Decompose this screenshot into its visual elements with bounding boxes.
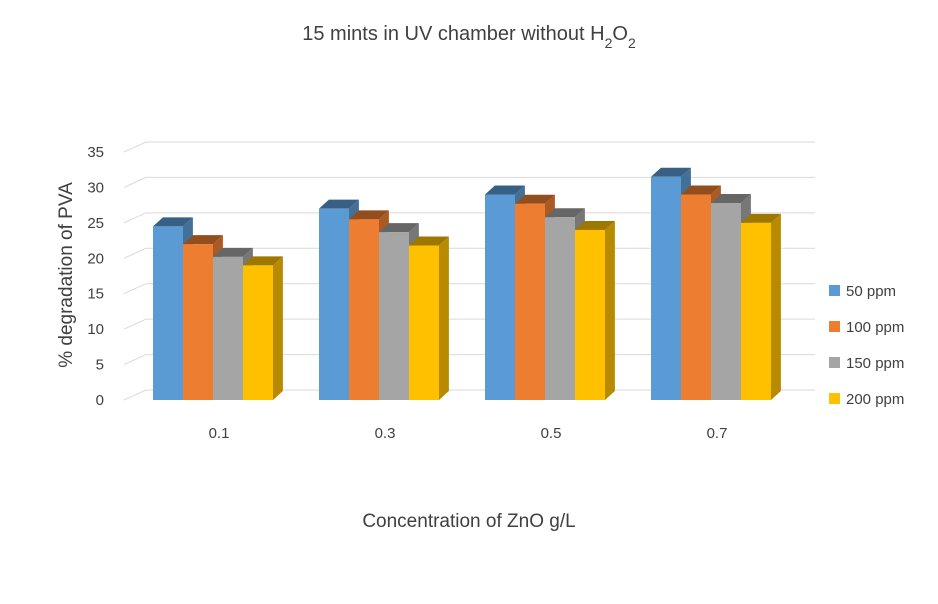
bar-top bbox=[349, 210, 389, 220]
bar-front bbox=[153, 226, 183, 400]
x-tick-label: 0.7 bbox=[707, 425, 728, 442]
bar-top bbox=[651, 167, 691, 177]
y-tick-label: 0 bbox=[96, 392, 104, 409]
bar-front bbox=[741, 222, 771, 400]
bar-top bbox=[243, 256, 283, 266]
x-tick-labels: 0.1 0.3 0.5 0.7 bbox=[209, 425, 728, 442]
legend-label: 100 ppm bbox=[846, 319, 904, 336]
legend-swatch bbox=[829, 285, 840, 296]
bar bbox=[409, 236, 449, 400]
bar-top bbox=[183, 235, 223, 245]
bar bbox=[741, 213, 781, 400]
legend-swatch bbox=[829, 393, 840, 404]
bar-side bbox=[771, 213, 781, 400]
legend: 50 ppm 100 ppm 150 ppm 200 ppm bbox=[829, 283, 904, 408]
legend-label: 50 ppm bbox=[846, 283, 896, 300]
bar-front bbox=[681, 194, 711, 400]
legend-item: 150 ppm bbox=[829, 355, 904, 372]
bar-front bbox=[651, 176, 681, 400]
y-axis-label: % degradation of PVA bbox=[56, 182, 77, 368]
bar-top bbox=[681, 185, 721, 195]
bar-front bbox=[409, 245, 439, 400]
bar-top bbox=[485, 185, 525, 195]
bar bbox=[243, 256, 283, 400]
bar-front bbox=[379, 232, 409, 400]
chart-title: 15 mints in UV chamber without H2O2 bbox=[302, 23, 636, 51]
bar-top bbox=[409, 236, 449, 246]
bar-top bbox=[515, 194, 555, 204]
chart-title-mid: O bbox=[612, 23, 628, 45]
grid bbox=[123, 141, 815, 401]
chart-title-sub2: 2 bbox=[628, 35, 636, 51]
y-tick-label: 10 bbox=[87, 321, 104, 338]
bar-top bbox=[711, 194, 751, 204]
chart-title-sub1: 2 bbox=[605, 35, 613, 51]
y-tick-label: 15 bbox=[87, 286, 104, 303]
bar-front bbox=[711, 203, 741, 400]
y-tick-label: 30 bbox=[87, 179, 104, 196]
gridline-6 bbox=[123, 176, 815, 188]
x-tick-label: 0.1 bbox=[209, 425, 230, 442]
bar-top bbox=[545, 208, 585, 218]
bar-top bbox=[379, 223, 419, 233]
legend-swatch bbox=[829, 321, 840, 332]
bar-side bbox=[605, 220, 615, 400]
bar-side bbox=[273, 256, 283, 400]
chart-title-prefix: 15 mints in UV chamber without H bbox=[302, 23, 604, 45]
legend-item: 50 ppm bbox=[829, 283, 896, 300]
bar-top bbox=[153, 217, 193, 227]
bar-front bbox=[319, 208, 349, 400]
bar-front bbox=[183, 244, 213, 400]
legend-swatch bbox=[829, 357, 840, 368]
legend-item: 200 ppm bbox=[829, 391, 904, 408]
bar-front bbox=[243, 265, 273, 400]
y-tick-labels: 0 5 10 15 20 25 30 35 bbox=[87, 144, 104, 409]
bar-front bbox=[545, 217, 575, 400]
y-tick-label: 5 bbox=[96, 357, 104, 374]
bar-front bbox=[349, 219, 379, 400]
bar-front bbox=[515, 203, 545, 400]
bar-top bbox=[213, 247, 253, 257]
bar-top bbox=[319, 199, 359, 209]
legend-label: 150 ppm bbox=[846, 355, 904, 372]
y-tick-label: 20 bbox=[87, 250, 104, 267]
bar-front bbox=[213, 256, 243, 400]
bar-top bbox=[741, 213, 781, 223]
x-axis-label: Concentration of ZnO g/L bbox=[362, 511, 575, 532]
bar bbox=[575, 220, 615, 400]
bar-front bbox=[575, 229, 605, 400]
bars bbox=[153, 167, 781, 400]
bar-front bbox=[485, 194, 515, 400]
x-tick-label: 0.3 bbox=[375, 425, 396, 442]
bar-top bbox=[575, 220, 615, 230]
gridline-7 bbox=[123, 141, 815, 153]
x-tick-label: 0.5 bbox=[541, 425, 562, 442]
gridline-5 bbox=[123, 212, 815, 224]
y-tick-label: 25 bbox=[87, 215, 104, 232]
legend-label: 200 ppm bbox=[846, 391, 904, 408]
y-tick-label: 35 bbox=[87, 144, 104, 161]
legend-item: 100 ppm bbox=[829, 319, 904, 336]
bar-side bbox=[439, 236, 449, 400]
